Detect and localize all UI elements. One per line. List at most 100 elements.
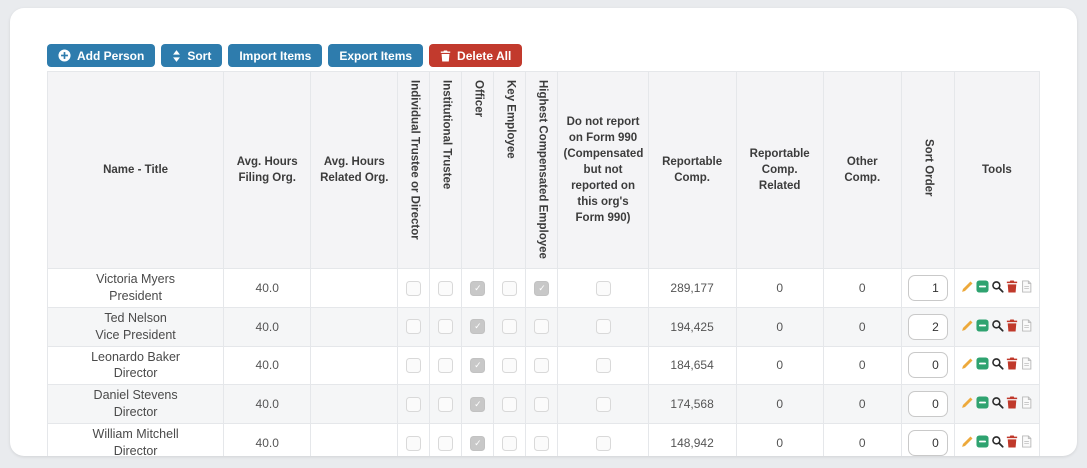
document-icon[interactable] [1020, 357, 1033, 370]
export-items-label: Export Items [339, 48, 413, 63]
trash-icon[interactable] [1006, 396, 1018, 409]
compensation-table: Name - Title Avg. Hours Filing Org. Avg.… [46, 70, 1041, 456]
add-person-label: Add Person [77, 48, 145, 63]
key-employee-checkbox[interactable] [502, 396, 518, 412]
highest-compensated-checkbox[interactable] [534, 280, 550, 296]
institutional-trustee-cell [429, 345, 463, 386]
sort-order-cell [900, 306, 955, 347]
do-not-report-checkbox[interactable] [595, 280, 611, 296]
header-tools: Tools [953, 70, 1041, 270]
officer-checkbox[interactable] [470, 358, 486, 374]
institutional-trustee-checkbox[interactable] [438, 280, 454, 296]
document-icon[interactable] [1020, 280, 1033, 293]
key-employee-cell [493, 268, 527, 308]
highest-compensated-cell [525, 423, 559, 456]
institutional-trustee-cell [429, 306, 463, 347]
document-icon[interactable] [1020, 319, 1033, 332]
individual-trustee-checkbox[interactable] [406, 280, 422, 296]
magnifier-icon[interactable] [991, 357, 1004, 370]
avg-hours-related-cell [310, 384, 399, 425]
do-not-report-checkbox[interactable] [595, 435, 611, 451]
officer-cell [461, 306, 495, 347]
institutional-trustee-checkbox[interactable] [438, 435, 454, 451]
table-row: William Mitchell Director 40.0 148,942 0… [46, 423, 1041, 456]
name-title-cell: Ted Nelson Vice President [46, 306, 225, 347]
officer-checkbox[interactable] [470, 435, 486, 451]
sort-order-input[interactable] [907, 352, 948, 379]
officer-cell [461, 268, 495, 308]
highest-compensated-checkbox[interactable] [534, 435, 550, 451]
sort-order-input[interactable] [907, 313, 948, 340]
tools-group [961, 319, 1033, 332]
import-items-button[interactable]: Import Items [228, 44, 323, 67]
key-employee-checkbox[interactable] [502, 319, 518, 335]
magnifier-icon[interactable] [991, 280, 1004, 293]
key-employee-checkbox[interactable] [502, 280, 518, 296]
institutional-trustee-cell [429, 384, 463, 425]
export-items-button[interactable]: Export Items [328, 44, 424, 67]
officer-checkbox[interactable] [470, 280, 486, 296]
edit-pencil-icon[interactable] [961, 435, 974, 448]
key-employee-checkbox[interactable] [502, 358, 518, 374]
officer-checkbox[interactable] [470, 396, 486, 412]
do-not-report-cell [557, 345, 649, 386]
edit-pencil-icon[interactable] [961, 357, 974, 370]
document-icon[interactable] [1020, 396, 1033, 409]
institutional-trustee-cell [429, 423, 463, 456]
trash-icon[interactable] [1006, 357, 1018, 370]
sort-order-input[interactable] [907, 429, 948, 456]
do-not-report-checkbox[interactable] [595, 319, 611, 335]
trash-icon[interactable] [1006, 319, 1018, 332]
sort-button[interactable]: Sort [161, 44, 223, 67]
tools-cell [953, 268, 1041, 308]
trash-icon[interactable] [1006, 435, 1018, 448]
highest-compensated-cell [525, 384, 559, 425]
minus-square-icon[interactable] [976, 357, 989, 370]
individual-trustee-cell [397, 345, 431, 386]
trash-icon[interactable] [1006, 280, 1018, 293]
minus-square-icon[interactable] [976, 435, 989, 448]
header-highest-compensated: Highest Compensated Employee [525, 70, 559, 270]
magnifier-icon[interactable] [991, 396, 1004, 409]
header-avg-hours-filing: Avg. Hours Filing Org. [223, 70, 312, 270]
individual-trustee-checkbox[interactable] [406, 396, 422, 412]
document-icon[interactable] [1020, 435, 1033, 448]
minus-square-icon[interactable] [976, 280, 989, 293]
officer-checkbox[interactable] [470, 319, 486, 335]
do-not-report-checkbox[interactable] [595, 396, 611, 412]
name-title-cell: Leonardo Baker Director [46, 345, 225, 386]
institutional-trustee-checkbox[interactable] [438, 319, 454, 335]
do-not-report-checkbox[interactable] [595, 358, 611, 374]
add-person-button[interactable]: Add Person [47, 44, 156, 67]
key-employee-cell [493, 306, 527, 347]
header-reportable-comp: Reportable Comp. [647, 70, 737, 270]
highest-compensated-checkbox[interactable] [534, 319, 550, 335]
minus-square-icon[interactable] [976, 319, 989, 332]
sort-order-cell [900, 268, 955, 308]
sort-order-input[interactable] [907, 391, 948, 418]
individual-trustee-checkbox[interactable] [406, 358, 422, 374]
magnifier-icon[interactable] [991, 319, 1004, 332]
other-comp-cell: 0 [822, 306, 902, 347]
magnifier-icon[interactable] [991, 435, 1004, 448]
edit-pencil-icon[interactable] [961, 319, 974, 332]
individual-trustee-checkbox[interactable] [406, 319, 422, 335]
person-name: Leonardo Baker [91, 349, 181, 364]
other-comp-cell: 0 [822, 345, 902, 386]
do-not-report-cell [557, 384, 649, 425]
other-comp-cell: 0 [822, 268, 902, 308]
institutional-trustee-checkbox[interactable] [438, 358, 454, 374]
sort-order-input[interactable] [907, 274, 948, 301]
delete-all-button[interactable]: Delete All [429, 44, 523, 67]
highest-compensated-checkbox[interactable] [534, 396, 550, 412]
edit-pencil-icon[interactable] [961, 396, 974, 409]
institutional-trustee-checkbox[interactable] [438, 396, 454, 412]
sort-order-cell [900, 345, 955, 386]
key-employee-checkbox[interactable] [502, 435, 518, 451]
edit-pencil-icon[interactable] [961, 280, 974, 293]
table-row: Ted Nelson Vice President 40.0 194,425 0… [46, 306, 1041, 347]
highest-compensated-checkbox[interactable] [534, 358, 550, 374]
individual-trustee-checkbox[interactable] [406, 435, 422, 451]
reportable-comp-cell: 194,425 [647, 306, 737, 347]
minus-square-icon[interactable] [976, 396, 989, 409]
